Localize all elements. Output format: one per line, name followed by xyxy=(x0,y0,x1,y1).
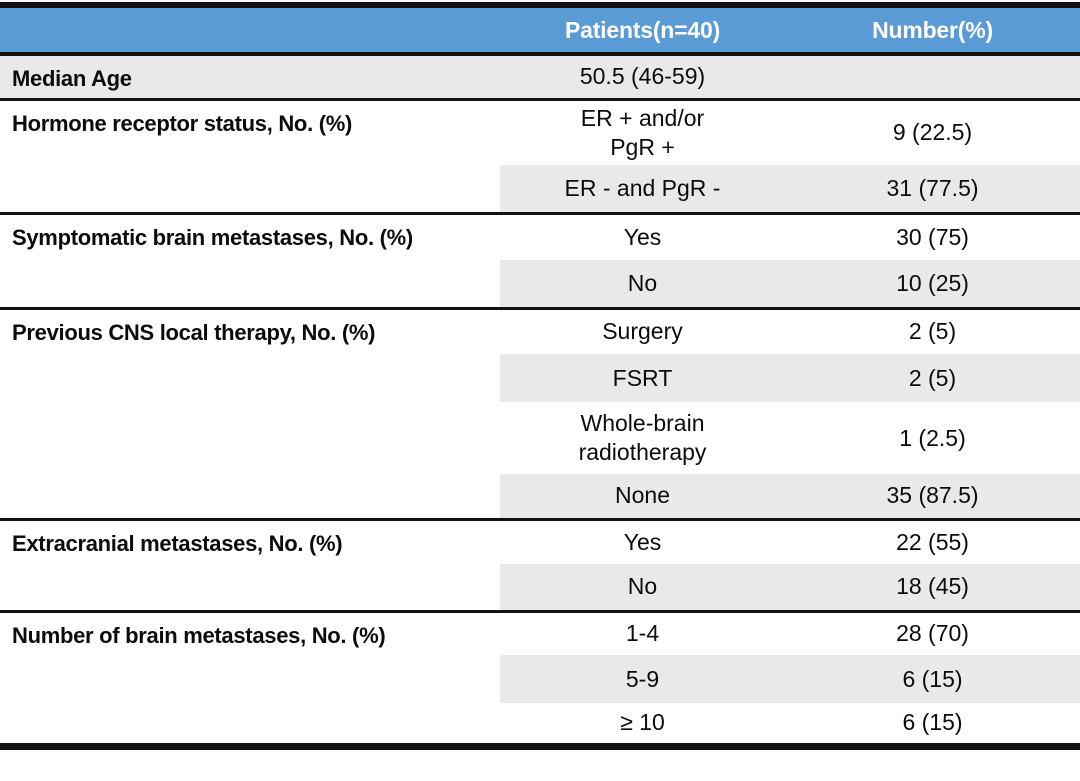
row-symptomatic-yes: Symptomatic brain metastases, No. (%) Ye… xyxy=(0,213,1080,310)
number-cns-wbrt: 1 (2.5) xyxy=(899,424,966,451)
label-hormone-receptor-status: Hormone receptor status, No. (%) xyxy=(0,99,500,215)
row-extracranial-yes: Extracranial metastases, No. (%) Yes 22 … xyxy=(0,519,1080,613)
value-cns-surgery: Surgery xyxy=(602,318,683,345)
value-extracranial-yes: Yes xyxy=(623,528,662,555)
number-symptomatic-yes: 30 (75) xyxy=(896,223,969,250)
row-median-age: Median Age 50.5 (46-59) xyxy=(0,54,1080,101)
label-symptomatic-brain-metastases: Symptomatic brain metastases, No. (%) xyxy=(0,213,500,310)
header-row: Patients(n=40) Number(%) xyxy=(0,5,1080,56)
value-extracranial-no: No xyxy=(500,564,785,613)
header-patients-column: Patients(n=40) xyxy=(500,5,785,56)
number-brainmets-5-9: 6 (15) xyxy=(785,655,1080,703)
row-brainmets-5-9: 5-9 6 (15) xyxy=(0,655,1080,703)
label-median-age: Median Age xyxy=(0,54,500,101)
number-er-negative: 31 (77.5) xyxy=(785,165,1080,215)
row-brainmets-10plus: ≥ 10 6 (15) xyxy=(0,703,1080,746)
value-brainmets-1-4: 1-4 xyxy=(625,620,660,647)
value-symptomatic-yes: Yes xyxy=(623,223,662,250)
number-extracranial-yes: 22 (55) xyxy=(896,528,969,555)
number-cns-surgery: 2 (5) xyxy=(908,318,957,345)
number-brainmets-1-4: 28 (70) xyxy=(896,620,969,647)
number-er-positive: 9 (22.5) xyxy=(892,119,973,146)
value-er-positive: ER + and/or PgR + xyxy=(580,105,705,160)
value-symptomatic-no: No xyxy=(500,260,785,310)
row-er-positive: Hormone receptor status, No. (%) ER + an… xyxy=(0,99,1080,215)
value-brainmets-5-9: 5-9 xyxy=(500,655,785,703)
value-cns-fsrt: FSRT xyxy=(500,354,785,402)
number-cns-fsrt: 2 (5) xyxy=(785,354,1080,402)
patient-characteristics-table-wrapper: Patients(n=40) Number(%) Median Age 50.5… xyxy=(0,2,1080,750)
label-previous-cns-local-therapy: Previous CNS local therapy, No. (%) xyxy=(0,308,500,521)
row-extracranial-no: No 18 (45) xyxy=(0,564,1080,613)
row-symptomatic-no: No 10 (25) xyxy=(0,260,1080,310)
row-cns-fsrt: FSRT 2 (5) xyxy=(0,354,1080,402)
number-cns-none: 35 (87.5) xyxy=(785,474,1080,521)
row-brainmets-1-4: Number of brain metastases, No. (%) 1-4 … xyxy=(0,611,1080,655)
header-empty-cell xyxy=(0,5,500,56)
row-cns-wbrt: Whole-brain radiotherapy 1 (2.5) xyxy=(0,402,1080,474)
number-brainmets-10plus: 6 (15) xyxy=(902,709,963,736)
number-median-age xyxy=(785,54,1080,101)
row-cns-none: None 35 (87.5) xyxy=(0,474,1080,521)
number-extracranial-no: 18 (45) xyxy=(785,564,1080,613)
row-er-negative: ER - and PgR - 31 (77.5) xyxy=(0,165,1080,215)
label-number-of-brain-metastases: Number of brain metastases, No. (%) xyxy=(12,622,386,648)
patient-characteristics-table: Patients(n=40) Number(%) Median Age 50.5… xyxy=(0,2,1080,750)
header-number-column: Number(%) xyxy=(785,5,1080,56)
value-cns-wbrt: Whole-brain radiotherapy xyxy=(578,410,707,465)
value-er-negative: ER - and PgR - xyxy=(500,165,785,215)
label-extracranial-metastases: Extracranial metastases, No. (%) xyxy=(0,519,500,613)
value-brainmets-10plus: ≥ 10 xyxy=(620,709,665,736)
table-header: Patients(n=40) Number(%) xyxy=(0,5,1080,56)
value-median-age: 50.5 (46-59) xyxy=(500,54,785,101)
value-cns-none: None xyxy=(500,474,785,521)
row-cns-surgery: Previous CNS local therapy, No. (%) Surg… xyxy=(0,308,1080,521)
number-symptomatic-no: 10 (25) xyxy=(785,260,1080,310)
